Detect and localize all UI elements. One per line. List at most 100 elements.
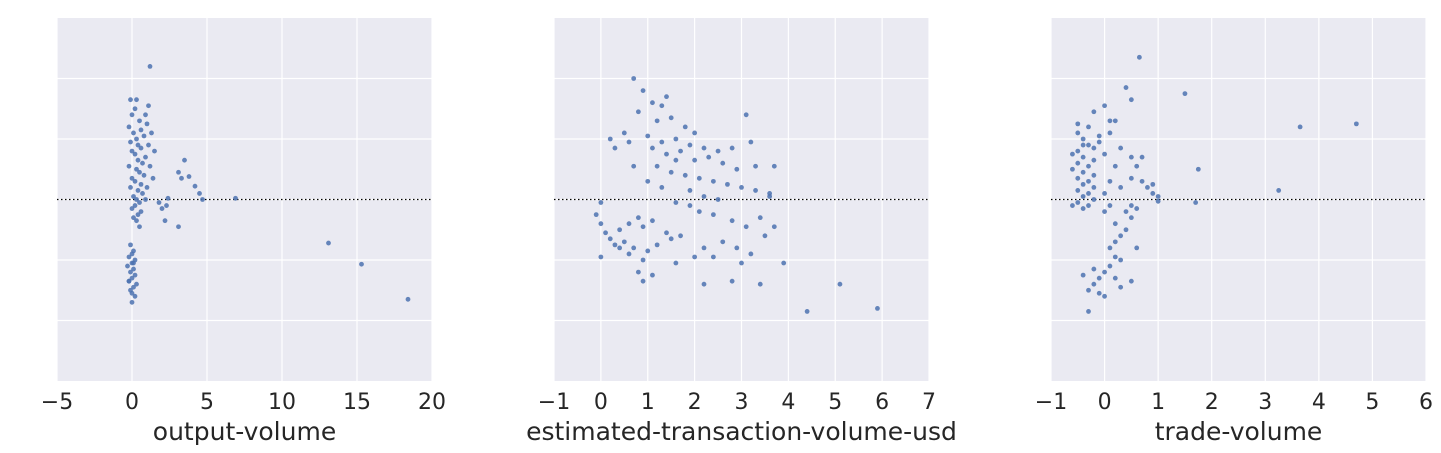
scatter-point xyxy=(131,194,136,199)
scatter-point xyxy=(1155,194,1161,199)
scatter-point xyxy=(1091,185,1097,190)
scatter-point xyxy=(1112,254,1118,260)
scatter-point xyxy=(129,206,135,211)
x-tick-label: 4 xyxy=(1312,390,1326,415)
scatter-point xyxy=(137,224,142,230)
scatter-point xyxy=(1150,191,1156,196)
scatter-point xyxy=(739,260,744,266)
x-tick-label: 2 xyxy=(688,390,702,415)
scatter-point xyxy=(140,160,145,166)
scatter-point xyxy=(678,233,683,239)
scatter-point xyxy=(1139,178,1145,184)
scatter-point xyxy=(128,185,133,190)
scatter-point xyxy=(673,200,679,205)
scatter-point xyxy=(152,148,157,154)
scatter-point xyxy=(143,154,148,160)
scatter-point xyxy=(1086,124,1091,130)
scatter-points xyxy=(1070,54,1359,314)
scatter-point xyxy=(1075,175,1081,181)
scatter-point xyxy=(134,166,139,172)
scatter-point xyxy=(128,139,133,145)
scatter-point xyxy=(612,145,618,151)
scatter-point xyxy=(135,212,141,218)
scatter-point xyxy=(164,203,169,208)
scatter-point xyxy=(593,212,599,218)
scatter-point xyxy=(682,172,688,178)
scatter-point xyxy=(1276,188,1282,193)
scatter-point xyxy=(1102,269,1107,275)
scatter-point xyxy=(607,236,613,242)
scatter-point xyxy=(179,175,184,181)
scatter-point xyxy=(1102,191,1107,196)
scatter-point xyxy=(1139,154,1145,160)
scatter-point xyxy=(706,154,712,160)
scatter-point xyxy=(134,281,139,287)
scatter-point xyxy=(137,200,142,205)
scatter-point xyxy=(682,124,688,130)
x-tick-label: 2 xyxy=(1205,390,1219,415)
scatter-point xyxy=(1118,185,1124,190)
scatter-point xyxy=(144,121,150,127)
scatter-point xyxy=(128,97,133,103)
scatter-point xyxy=(200,197,205,202)
scatter-point xyxy=(129,175,135,181)
scatter-point xyxy=(132,293,138,299)
scatter-point xyxy=(640,257,646,263)
scatter-point xyxy=(1091,157,1097,163)
scatter-point xyxy=(729,278,735,284)
scatter-point xyxy=(1112,118,1118,124)
scatter-point xyxy=(126,163,132,169)
scatter-point xyxy=(739,185,744,190)
scatter-point xyxy=(654,163,660,169)
scatter-point xyxy=(1102,103,1107,109)
scatter-point xyxy=(165,195,171,201)
scatter-point xyxy=(1118,233,1124,239)
scatter-point xyxy=(176,224,181,230)
scatter-point xyxy=(1112,275,1118,281)
scatter-point xyxy=(654,242,660,248)
scatter-point xyxy=(1118,284,1124,290)
scatter-point xyxy=(141,172,147,178)
scatter-point xyxy=(631,163,637,169)
x-tick-label: 6 xyxy=(875,390,889,415)
scatter-point xyxy=(692,254,698,260)
scatter-point xyxy=(129,112,135,118)
scatter-point xyxy=(1123,85,1129,90)
scatter-point xyxy=(1086,287,1091,293)
scatter-point xyxy=(150,175,156,181)
scatter-point xyxy=(128,269,133,275)
scatter-point xyxy=(129,275,135,281)
scatter-point xyxy=(748,251,754,257)
scatter-point xyxy=(1086,142,1091,148)
scatter-point xyxy=(710,254,716,260)
scatter-point xyxy=(144,185,150,190)
scatter-point xyxy=(1150,181,1156,187)
scatter-point xyxy=(612,242,618,248)
scatter-point xyxy=(1086,203,1091,208)
scatter-point xyxy=(701,245,707,251)
scatter-point xyxy=(1195,166,1201,172)
scatter-point xyxy=(631,76,637,81)
scatter-point xyxy=(156,200,162,205)
scatter-point xyxy=(621,130,627,136)
scatter-point xyxy=(1075,200,1081,205)
x-tick-label: 1 xyxy=(1151,390,1165,415)
scatter-point xyxy=(143,197,148,202)
scatter-point xyxy=(1128,97,1134,103)
scatter-point xyxy=(132,178,138,184)
scatter-point xyxy=(149,130,154,136)
scatter-point xyxy=(720,239,726,245)
scatter-point xyxy=(1091,266,1097,272)
scatter-point xyxy=(192,183,198,189)
scatter-point xyxy=(837,281,843,287)
scatter-point xyxy=(757,281,763,287)
scatter-point xyxy=(1107,118,1113,124)
scatter-point xyxy=(1080,272,1086,278)
scatter-point xyxy=(659,185,665,190)
scatter-point xyxy=(134,218,139,224)
x-tick-label: 0 xyxy=(594,390,608,415)
scatter-point xyxy=(640,224,646,230)
scatter-point xyxy=(1107,203,1113,208)
scatter-point xyxy=(1080,181,1086,187)
